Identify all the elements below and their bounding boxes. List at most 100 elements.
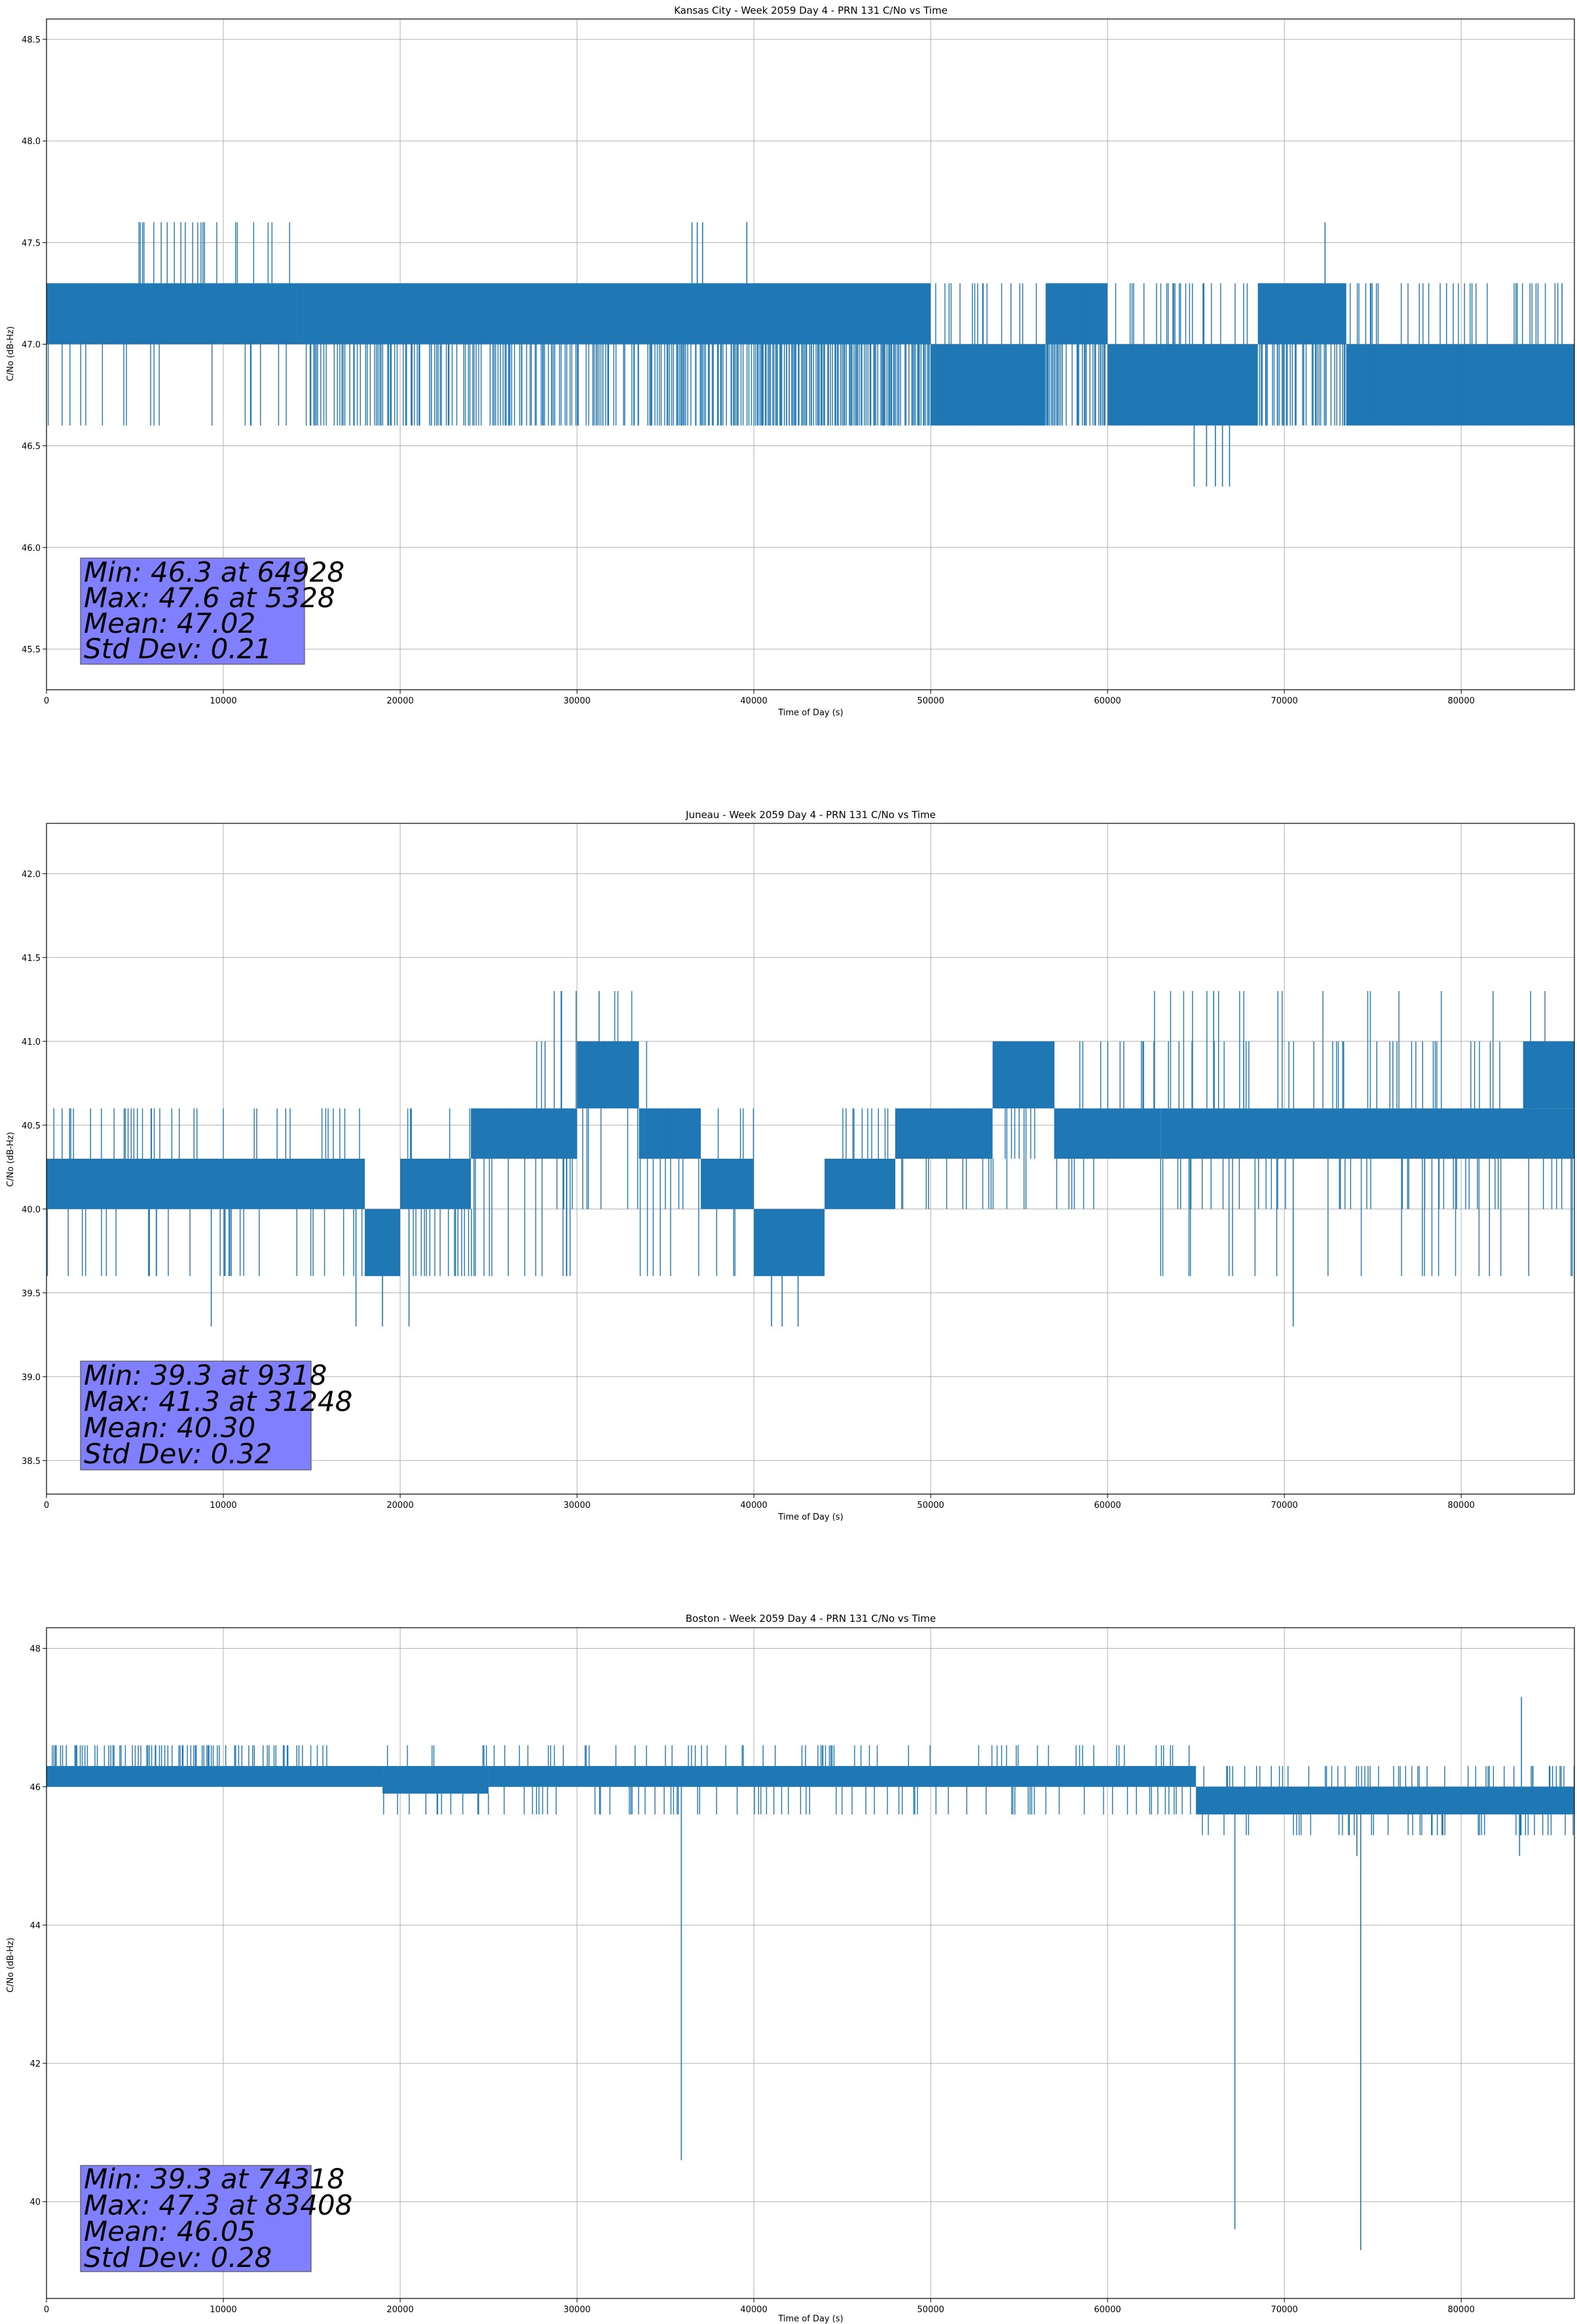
data-series <box>46 1696 1574 2251</box>
x-tick-label: 10000 <box>210 696 236 706</box>
y-axis-label: C/No (dB-Hz) <box>6 326 16 381</box>
stats-std: Std Dev: 0.32 <box>84 1438 272 1470</box>
signal-band <box>46 1159 365 1209</box>
signal-band <box>1257 283 1346 345</box>
x-tick-label: 20000 <box>386 1501 413 1510</box>
signal-band <box>400 1159 472 1209</box>
panel-kansas-city: Kansas City - Week 2059 Day 4 - PRN 131 … <box>6 5 1575 718</box>
chart-title: Boston - Week 2059 Day 4 - PRN 131 C/No … <box>686 1613 936 1624</box>
x-tick-label: 80000 <box>1448 1501 1475 1510</box>
x-tick-label: 60000 <box>1094 2305 1121 2315</box>
signal-band <box>46 283 303 345</box>
y-tick-label: 40.0 <box>22 1205 41 1215</box>
stats-box-background <box>80 2165 312 2272</box>
x-tick-label: 50000 <box>917 696 944 706</box>
x-tick-label: 0 <box>44 696 49 706</box>
x-tick-label: 30000 <box>563 2305 590 2315</box>
signal-band <box>1160 1108 1574 1159</box>
x-tick-label: 10000 <box>210 1501 236 1510</box>
stats-min: Min: 46.3 at 64928 <box>84 556 344 588</box>
x-axis-label: Time of Day (s) <box>777 708 843 718</box>
x-tick-label: 70000 <box>1271 2305 1297 2315</box>
y-axis-label: C/No (dB-Hz) <box>6 1132 16 1187</box>
y-axis-ticks: 40 42 44 46 48 <box>29 1645 46 2207</box>
stats-box-background <box>80 557 305 665</box>
x-tick-label: 0 <box>44 2305 49 2315</box>
stats-max: Max: 47.3 at 83408 <box>84 2189 352 2221</box>
signal-band <box>489 1766 1197 1787</box>
panel-boston: Boston - Week 2059 Day 4 - PRN 131 C/No … <box>6 1613 1575 2324</box>
y-tick-label: 41.5 <box>22 954 41 964</box>
stats-max: Max: 47.6 at 5328 <box>84 582 335 614</box>
x-tick-label: 60000 <box>1094 1501 1121 1510</box>
y-tick-label: 47.0 <box>22 340 41 350</box>
chart-title: Juneau - Week 2059 Day 4 - PRN 131 C/No … <box>685 809 936 821</box>
plot-frame <box>46 1627 1575 2299</box>
x-tick-label: 0 <box>44 1501 49 1510</box>
y-tick-label: 42.0 <box>22 870 41 880</box>
y-axis-ticks: 45.5 46.0 46.5 47.0 47.5 48.0 48.5 <box>22 35 46 655</box>
x-tick-label: 70000 <box>1271 696 1297 706</box>
signal-band <box>577 1041 639 1109</box>
x-tick-label: 20000 <box>386 696 413 706</box>
x-tick-label: 30000 <box>563 1501 590 1510</box>
x-axis-ticks: 0 10000 20000 30000 40000 50000 60000 70000 8000… <box>44 690 1475 706</box>
y-axis-label: C/No (dB-Hz) <box>6 1938 16 1993</box>
signal-band <box>46 1766 383 1787</box>
x-tick-label: 30000 <box>563 696 590 706</box>
y-tick-label: 46.5 <box>22 442 41 452</box>
x-axis-label: Time of Day (s) <box>777 2314 843 2324</box>
x-tick-label: 80000 <box>1448 696 1475 706</box>
signal-band <box>754 283 931 345</box>
y-tick-label: 42 <box>29 2059 41 2069</box>
panel-juneau: Juneau - Week 2059 Day 4 - PRN 131 C/No … <box>6 809 1575 1522</box>
stats-min: Min: 39.3 at 9318 <box>84 1359 327 1391</box>
y-tick-label: 44 <box>29 1921 41 1931</box>
x-tick-label: 50000 <box>917 1501 944 1510</box>
stats-std: Std Dev: 0.21 <box>84 633 272 665</box>
signal-band <box>992 1041 1055 1109</box>
x-tick-label: 70000 <box>1271 1501 1297 1510</box>
stats-box: Min: 39.3 at 9318 Max: 41.3 at 31248 Mea… <box>80 1359 352 1471</box>
stats-min: Min: 39.3 at 74318 <box>84 2163 344 2195</box>
signal-band <box>754 1209 825 1277</box>
signal-band <box>471 1108 578 1159</box>
y-tick-label: 39.0 <box>22 1373 41 1383</box>
stats-mean: Mean: 40.30 <box>84 1412 255 1444</box>
stats-mean: Mean: 47.02 <box>84 607 255 639</box>
signal-band <box>825 1159 896 1209</box>
stats-box: Min: 46.3 at 64928 Max: 47.6 at 5328 Mea… <box>80 556 344 665</box>
grid <box>46 1628 1574 2298</box>
stats-box: Min: 39.3 at 74318 Max: 47.3 at 83408 Me… <box>80 2163 352 2274</box>
series-lines <box>46 222 1574 487</box>
signal-band <box>303 283 754 345</box>
y-tick-label: 38.5 <box>22 1457 41 1467</box>
x-axis-ticks: 0 10000 20000 30000 40000 50000 60000 70000 8000… <box>44 2298 1475 2315</box>
x-tick-label: 20000 <box>386 2305 413 2315</box>
stats-std: Std Dev: 0.28 <box>84 2241 272 2274</box>
signal-band <box>1523 1041 1574 1109</box>
stats-box-background <box>80 1360 312 1471</box>
y-tick-label: 46 <box>29 1783 41 1793</box>
signal-band <box>1054 1108 1161 1159</box>
plot-frame <box>46 823 1575 1495</box>
signal-band <box>701 1159 754 1209</box>
signal-band <box>382 1766 489 1794</box>
y-tick-label: 45.5 <box>22 645 41 655</box>
x-tick-label: 60000 <box>1094 696 1121 706</box>
data-series <box>46 991 1574 1326</box>
series-lines <box>46 991 1574 1326</box>
signal-band <box>1196 1786 1574 1815</box>
series-lines <box>46 1696 1574 2251</box>
y-tick-label: 48.5 <box>22 35 41 45</box>
y-axis-ticks: 38.5 39.0 39.5 40.0 40.5 41.0 41.5 42.0 <box>22 870 46 1467</box>
signal-band <box>895 1108 993 1159</box>
y-tick-label: 40 <box>29 2198 41 2207</box>
stats-max: Max: 41.3 at 31248 <box>84 1385 352 1417</box>
y-tick-label: 39.5 <box>22 1289 41 1299</box>
plot-frame <box>46 18 1575 690</box>
x-tick-label: 40000 <box>740 2305 767 2315</box>
x-tick-label: 80000 <box>1448 2305 1475 2315</box>
stats-mean: Mean: 46.05 <box>84 2215 255 2247</box>
